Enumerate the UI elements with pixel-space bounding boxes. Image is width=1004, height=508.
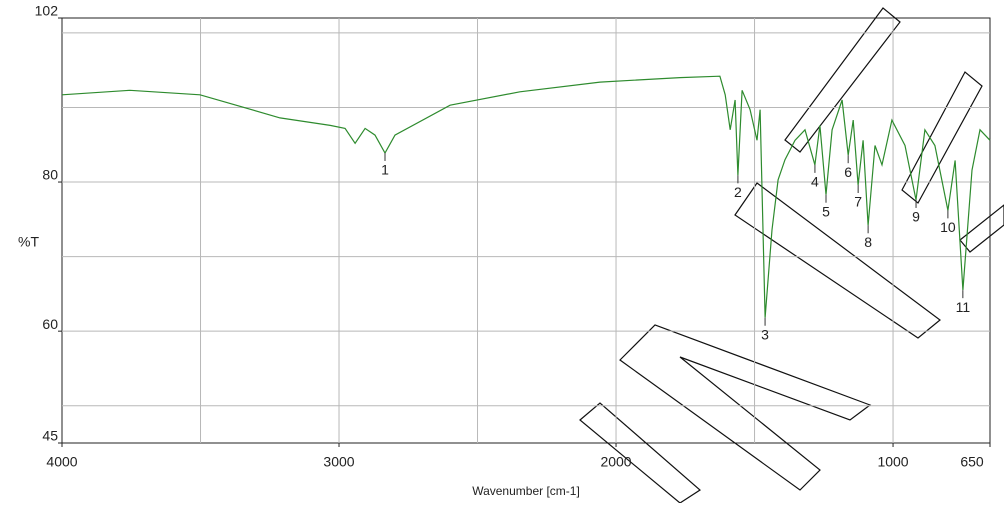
peak-label: 5	[822, 203, 830, 219]
x-tick-label: 650	[960, 454, 984, 470]
watermark	[579, 7, 1004, 504]
watermark-shape	[901, 71, 983, 204]
peak-label: 2	[734, 184, 742, 200]
x-tick-label: 1000	[877, 454, 908, 470]
spectrum-line	[61, 75, 991, 318]
peak-label: 7	[854, 194, 862, 210]
peak-label: 8	[864, 234, 872, 250]
y-tick-label: 60	[42, 316, 58, 332]
y-tick-label: 80	[42, 167, 58, 183]
watermark-shape	[579, 402, 701, 504]
watermark-shape	[784, 7, 901, 153]
peak-label: 9	[912, 209, 920, 225]
x-axis-title: Wavenumber [cm-1]	[472, 484, 580, 498]
peak-label: 10	[940, 219, 956, 235]
watermark-shape	[619, 324, 872, 491]
y-axis-title: %T	[18, 234, 39, 250]
x-tick-label: 2000	[600, 454, 631, 470]
plot-frame	[61, 17, 991, 444]
peak-label: 6	[844, 164, 852, 180]
x-tick-label: 4000	[46, 454, 77, 470]
y-tick-label: 102	[35, 3, 59, 19]
watermark-shape	[734, 182, 941, 339]
peak-label: 1	[381, 162, 389, 178]
peak-label: 11	[956, 299, 971, 315]
y-tick-label: 45	[42, 428, 58, 444]
x-tick-label: 3000	[323, 454, 354, 470]
peak-label: 3	[761, 326, 769, 342]
peak-label: 4	[811, 174, 819, 190]
